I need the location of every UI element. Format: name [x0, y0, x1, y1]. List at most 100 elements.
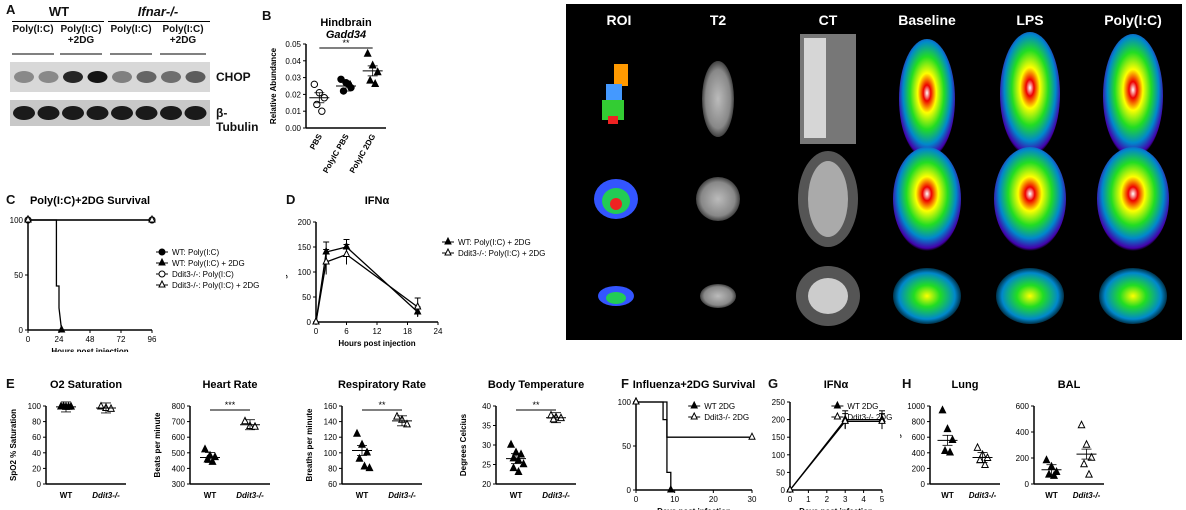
x-category-label: WT [204, 491, 217, 500]
y-tick-label: 160 [324, 402, 338, 411]
chart-g-ifna: 050100150200250pg/mL012345Days post infe… [772, 379, 892, 510]
data-point [878, 416, 886, 424]
x-category-label: Ddit3-/- [542, 491, 570, 500]
x-tick-label: 48 [86, 335, 95, 344]
y-axis-label: ng/mL [286, 260, 288, 284]
chart-d-ifna: 0 50 100 150 200 ng/mL 0 6 12 18 24 Hours post inje… [286, 195, 545, 348]
y-axis-label: PFU 10^4 / g tissue [900, 408, 902, 482]
panel-letter-c: C [6, 192, 16, 207]
pet-polyic-3 [1099, 268, 1167, 324]
y-tick-label: 200 [772, 416, 786, 425]
y-tick-label: 140 [324, 418, 338, 427]
chart-e-o2: 0 20 40 60 80 100 SpO2 % Saturation WT Ddit3-/- O… [9, 379, 126, 500]
plot-area: 0 200 400 600 PFU 10^3 / mL WT Ddit3-/- [1004, 402, 1104, 500]
legend-label: WT 2DG [704, 402, 735, 411]
y-tick-label: 300 [172, 480, 186, 489]
significance-label: ** [378, 400, 386, 410]
y-tick-label: 100 [298, 268, 312, 277]
y-tick-label: 0.04 [285, 57, 301, 66]
legend-label: WT: Poly(I:C) [172, 248, 219, 257]
panel-letter-a: A [6, 2, 16, 17]
pet-polyic-2 [1097, 147, 1169, 251]
tubulin-band [184, 106, 207, 120]
legend-label: WT: Poly(I:C) + 2DG [458, 238, 531, 247]
x-category-label: WT [60, 491, 73, 500]
panel-letter-f: F [621, 376, 629, 391]
chart-e-respiratory: 60 80 100 120 140 160 Breaths per minute WT Ddit… [305, 379, 426, 500]
x-category-label: Ddit3-/- [236, 491, 264, 500]
y-tick-label: 100 [618, 398, 632, 407]
chart-h-lung: 0 200 400 600 800 1000 PFU 10^4 / g tissue WT Dd… [900, 379, 1000, 500]
y-axis-label: SpO2 % Saturation [9, 409, 18, 481]
y-tick-label: 120 [324, 433, 338, 442]
series-line [789, 418, 882, 491]
data-point [24, 214, 32, 223]
series-line [28, 219, 63, 331]
data-point [310, 80, 319, 89]
x-category-label: Ddit3-/- [388, 491, 416, 500]
x-axis-label: Hours post injection [338, 339, 415, 348]
panel-letter-b: B [262, 8, 272, 23]
data-point [203, 454, 212, 463]
data-point [1079, 459, 1089, 468]
data-point [948, 435, 957, 444]
data-point [1087, 452, 1096, 461]
chart-e-temperature: 20 25 30 35 40 Degrees Celcius WT Ddit3-/- ** Bod… [459, 379, 584, 500]
data-point [509, 453, 518, 462]
y-tick-label: 400 [172, 464, 186, 473]
significance-label: *** [225, 400, 236, 410]
x-tick-label: 24 [434, 327, 443, 336]
data-point [373, 67, 382, 76]
x-tick-label: 0 [26, 335, 31, 344]
data-point [519, 459, 528, 468]
chart-title: BAL [1058, 379, 1081, 391]
blot-group-line [108, 21, 210, 22]
panel-letter-h: H [902, 376, 912, 391]
y-tick-label: 700 [172, 418, 186, 427]
blot-lane-label: Poly(I:C) [12, 24, 54, 35]
data-point [148, 214, 156, 223]
tubulin-band [86, 106, 109, 120]
western-blot: WT Ifnar-/- Poly(I:C) Poly(I:C) +2DG Pol… [8, 4, 258, 134]
y-axis-label: Beats per minute [153, 412, 162, 477]
data-point [200, 444, 210, 453]
blot-lane-label: Poly(I:C) [110, 24, 152, 35]
chart-title: IFNα [824, 379, 849, 391]
pet-lps-3 [996, 268, 1064, 324]
data-point [158, 248, 166, 256]
x-tick-label: 3 [843, 495, 848, 504]
x-category-label: PolyIC PBS [321, 132, 351, 175]
data-point [1042, 455, 1051, 464]
chart-title: Body Temperature [488, 379, 584, 391]
chart-title: Respiratory Rate [338, 379, 426, 391]
x-axis-label: Days post infection [657, 507, 731, 510]
x-tick-label: 18 [403, 327, 412, 336]
y-tick-label: 0 [307, 318, 312, 327]
x-tick-label: 5 [880, 495, 885, 504]
chart-h-bal: 0 200 400 600 PFU 10^3 / mL WT Ddit3-/- BAL [1004, 379, 1104, 500]
pet-baseline-1 [899, 39, 955, 159]
data-point [1044, 469, 1054, 478]
data-point [632, 396, 640, 405]
plot-area: 050100Percent survival0102030Days post i… [618, 396, 757, 510]
data-point [945, 447, 955, 456]
plot-area: 20 25 30 35 40 Degrees Celcius WT Ddit3-/- ** [459, 400, 576, 500]
x-axis-label: Hours post injection [51, 347, 128, 352]
tubulin-band [62, 106, 84, 120]
data-point [514, 455, 523, 464]
y-tick-label: 30 [482, 441, 491, 450]
plot-area: 050100Percent survival024487296Hours pos… [10, 214, 259, 352]
x-tick-label: 24 [55, 335, 64, 344]
y-tick-label: 60 [328, 480, 337, 489]
chop-band [63, 71, 83, 83]
data-point [973, 442, 982, 451]
x-tick-label: 0 [788, 495, 793, 504]
data-point [352, 428, 362, 437]
blot-label-chop: CHOP [216, 70, 251, 84]
y-tick-label: 100 [10, 216, 24, 225]
blot-lane-label: Poly(I:C) +2DG [162, 24, 204, 46]
series-line [315, 253, 419, 323]
y-tick-label: 0 [627, 486, 632, 495]
y-tick-label: 500 [172, 449, 186, 458]
chart-title: IFNα [365, 195, 390, 207]
